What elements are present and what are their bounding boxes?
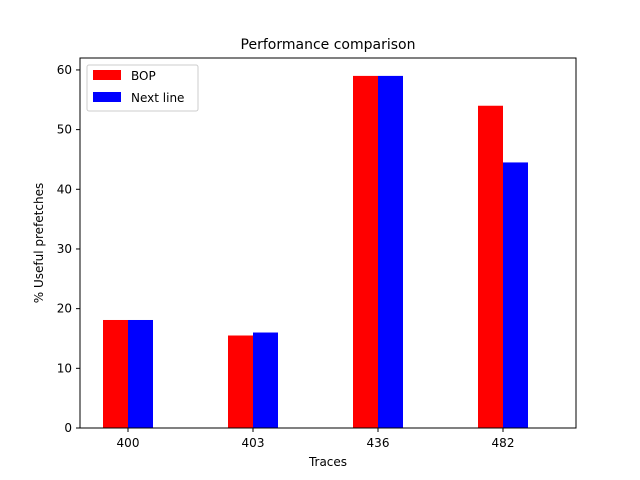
y-tick-label: 50 xyxy=(57,123,72,137)
x-axis-ticks: 400 403 436 482 xyxy=(117,428,515,450)
legend-label-next-line: Next line xyxy=(131,91,184,105)
x-tick-label: 482 xyxy=(492,436,515,450)
y-axis-title: % Useful prefetches xyxy=(32,183,46,303)
bar-bop-403 xyxy=(228,335,253,428)
y-tick-label: 30 xyxy=(57,242,72,256)
plot-frame xyxy=(79,57,577,429)
y-tick-label: 20 xyxy=(57,302,72,316)
bar-bop-482 xyxy=(478,105,503,428)
x-tick-label: 400 xyxy=(117,436,140,450)
bar-next-line-482 xyxy=(503,162,528,428)
bars-group xyxy=(103,75,528,428)
bar-next-line-403 xyxy=(253,332,278,428)
y-tick-label: 60 xyxy=(57,63,72,77)
y-tick-label: 40 xyxy=(57,182,72,196)
bar-bop-400 xyxy=(103,319,128,428)
bar-next-line-400 xyxy=(128,319,153,428)
bar-next-line-436 xyxy=(378,75,403,428)
y-tick-label: 0 xyxy=(64,421,72,435)
y-axis-ticks: 0 10 20 30 40 50 60 xyxy=(57,63,80,435)
x-tick-label: 436 xyxy=(367,436,390,450)
bar-bop-436 xyxy=(353,75,378,428)
legend-swatch-next-line xyxy=(93,92,121,102)
legend: BOP Next line xyxy=(86,64,199,112)
legend-swatch-bop xyxy=(93,70,121,80)
chart-title: Performance comparison xyxy=(241,37,416,53)
y-tick-label: 10 xyxy=(57,361,72,375)
legend-label-bop: BOP xyxy=(131,69,156,83)
x-tick-label: 403 xyxy=(242,436,265,450)
x-axis-title: Traces xyxy=(308,455,347,469)
